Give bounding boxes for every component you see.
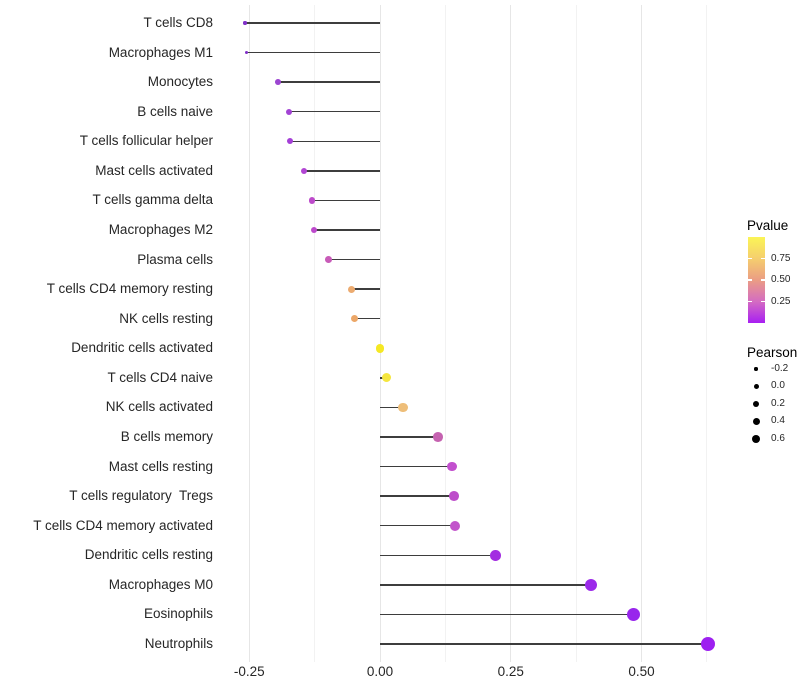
lollipop-stem	[380, 613, 634, 616]
lollipop-dot	[627, 607, 641, 622]
lollipop-dot	[286, 138, 294, 145]
colorbar-tick	[748, 279, 752, 281]
lollipop-stem	[380, 465, 452, 468]
lollipop-dot	[308, 197, 316, 204]
colorbar-tick	[761, 300, 765, 303]
category-label: T cells gamma delta	[92, 192, 213, 208]
lollipop-dot	[490, 549, 501, 561]
category-label: Neutrophils	[144, 635, 213, 651]
lollipop-stem	[288, 110, 380, 113]
pearson-size-label: 0.0	[771, 380, 785, 392]
pvalue-colorbar	[748, 237, 765, 323]
lollipop-dot	[243, 21, 247, 25]
lollipop-stem	[351, 288, 380, 290]
category-label: T cells CD4 memory activated	[33, 517, 213, 533]
category-label: Macrophages M2	[108, 221, 213, 237]
category-label: Dendritic cells activated	[71, 340, 213, 356]
category-label: Mast cells resting	[108, 458, 213, 474]
lollipop-dot	[300, 167, 308, 175]
gridline-major	[510, 5, 512, 662]
lollipop-stem	[380, 495, 455, 497]
pearson-size-label: -0.2	[771, 363, 789, 374]
lollipop-stem	[380, 643, 708, 645]
lollipop-stem	[312, 199, 380, 202]
lollipop-dot	[433, 432, 443, 442]
x-tick-label: 0.00	[366, 664, 394, 679]
pearson-size-label: 0.6	[771, 432, 785, 444]
lollipop-stem	[328, 258, 380, 261]
gridline-major	[379, 5, 381, 662]
gridline-minor	[575, 5, 577, 662]
lollipop-stem	[380, 584, 592, 586]
category-label: NK cells resting	[119, 310, 213, 326]
category-label: T cells regulatory Tregs	[69, 488, 213, 504]
category-label: Monocytes	[147, 74, 213, 90]
lollipop-stem	[278, 81, 380, 83]
lollipop-dot	[449, 520, 460, 531]
category-label: Macrophages M1	[108, 44, 213, 60]
colorbar-tick	[761, 279, 765, 281]
lollipop-dot	[324, 256, 332, 263]
x-tick-label: -0.25	[233, 664, 265, 679]
category-label: B cells naive	[137, 103, 213, 119]
lollipop-dot	[285, 108, 293, 115]
lollipop-dot	[375, 343, 385, 353]
category-label: Macrophages M0	[108, 576, 213, 592]
lollipop-dot	[382, 373, 392, 383]
colorbar-tick	[748, 257, 752, 260]
colorbar-tick	[748, 300, 752, 303]
lollipop-dot	[244, 50, 249, 55]
gridline-major	[641, 5, 642, 662]
pearson-size-dot	[753, 400, 759, 407]
colorbar-tick-label: 0.75	[771, 252, 791, 264]
pearson-size-dot	[752, 417, 760, 425]
pearson-size-label: 0.4	[771, 415, 785, 427]
colorbar-tick-label: 0.50	[771, 274, 791, 285]
category-label: Mast cells activated	[95, 162, 213, 178]
lollipop-stem	[380, 524, 455, 527]
lollipop-dot	[310, 226, 318, 234]
lollipop-dot	[275, 79, 281, 85]
lollipop-stem	[354, 317, 380, 320]
x-tick-label: 0.50	[628, 664, 655, 679]
lollipop-stem	[380, 554, 496, 556]
category-label: T cells follicular helper	[79, 133, 213, 149]
lollipop-stem	[380, 436, 439, 438]
category-label: Plasma cells	[137, 251, 213, 267]
colorbar-tick	[761, 257, 765, 260]
pearson-size-dot	[754, 367, 758, 371]
category-label: B cells memory	[120, 428, 213, 444]
lollipop-dot	[398, 402, 408, 412]
category-label: T cells CD4 naive	[107, 369, 213, 385]
gridline-minor	[706, 5, 708, 662]
gridline-major	[248, 5, 250, 662]
lollipop-dot	[446, 461, 457, 472]
colorbar-tick-label: 0.25	[771, 295, 791, 307]
gridline-minor	[314, 5, 316, 662]
pearson-legend-title: Pearson	[747, 345, 798, 360]
pearson-size-dot	[753, 383, 759, 389]
lollipop-stem	[314, 229, 380, 231]
lollipop-stem	[304, 170, 380, 172]
lollipop-dot	[700, 636, 716, 652]
lollipop-stem	[380, 406, 403, 409]
category-label: NK cells activated	[105, 399, 213, 415]
category-label: Eosinophils	[143, 606, 213, 622]
pearson-size-label: 0.2	[771, 397, 785, 409]
lollipop-stem	[290, 140, 380, 143]
category-label: T cells CD4 memory resting	[46, 281, 213, 297]
pearson-size-dot	[752, 434, 760, 443]
lollipop-stem	[245, 22, 380, 24]
pvalue-legend-title: Pvalue	[747, 218, 789, 233]
category-label: T cells CD8	[143, 15, 213, 30]
x-tick-label: 0.25	[497, 664, 524, 679]
lollipop-dot	[347, 285, 355, 293]
lollipop-stem	[246, 51, 380, 54]
gridline-minor	[444, 5, 446, 662]
lollipop-dot	[449, 491, 460, 502]
lollipop-dot	[585, 578, 598, 591]
category-label: Dendritic cells resting	[84, 547, 213, 563]
lollipop-dot	[351, 315, 359, 323]
